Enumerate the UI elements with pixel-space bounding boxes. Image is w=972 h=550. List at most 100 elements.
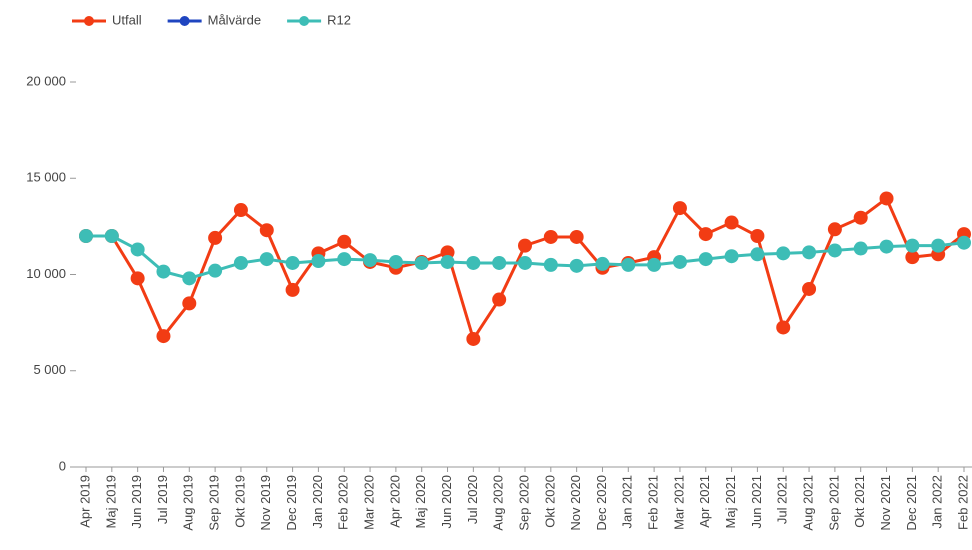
x-tick-label: Feb 2020 xyxy=(336,475,351,530)
series-point xyxy=(802,245,817,260)
series-point xyxy=(311,254,326,269)
series-point xyxy=(337,252,352,267)
legend-marker xyxy=(179,16,190,26)
series-point xyxy=(853,241,868,256)
x-tick-label: Apr 2020 xyxy=(387,475,402,528)
series-point xyxy=(182,296,197,311)
series-point xyxy=(440,245,455,260)
x-tick-label: Mar 2020 xyxy=(361,475,376,530)
series-point xyxy=(827,243,842,258)
x-tick-label: Sep 2019 xyxy=(207,475,222,531)
x-tick-label: Sep 2021 xyxy=(826,475,841,531)
series-point xyxy=(647,257,662,272)
series-point xyxy=(698,252,713,267)
y-tick-label: 5 000 xyxy=(33,362,66,377)
series-point xyxy=(518,238,532,253)
x-tick-label: Feb 2022 xyxy=(955,475,970,530)
series-point xyxy=(233,203,248,218)
x-tick-label: Mar 2021 xyxy=(671,475,686,530)
series-point xyxy=(492,292,507,307)
series-point xyxy=(466,255,481,270)
x-tick-label: Aug 2019 xyxy=(181,475,196,531)
series-point xyxy=(776,320,791,335)
series-point xyxy=(259,223,274,238)
series-point xyxy=(957,235,971,250)
x-tick-label: Nov 2020 xyxy=(568,475,583,531)
series-point xyxy=(156,329,171,344)
series-point xyxy=(853,210,868,225)
series-point xyxy=(672,254,687,269)
series-point xyxy=(182,271,197,286)
series-point xyxy=(905,250,920,265)
y-tick-label: 15 000 xyxy=(26,170,66,185)
legend-label: Utfall xyxy=(112,12,142,27)
x-tick-label: Okt 2020 xyxy=(542,475,557,528)
x-tick-label: Jan 2020 xyxy=(310,475,325,529)
series-point xyxy=(440,254,455,269)
x-tick-label: Feb 2021 xyxy=(646,475,661,530)
series-point xyxy=(750,247,765,262)
x-tick-label: Jul 2020 xyxy=(465,475,480,524)
series-point xyxy=(776,246,791,261)
series-point xyxy=(130,271,145,286)
series-point xyxy=(905,238,920,253)
series-point xyxy=(492,255,507,270)
x-tick-label: Jan 2022 xyxy=(930,475,945,529)
series-point xyxy=(672,201,687,216)
series-point xyxy=(208,263,223,278)
series-point xyxy=(79,229,93,243)
x-tick-label: Apr 2021 xyxy=(697,475,712,528)
series-point xyxy=(879,239,894,254)
series-point xyxy=(569,229,584,244)
series-point xyxy=(466,331,481,346)
series-point xyxy=(595,256,610,271)
series-point xyxy=(285,282,300,297)
series-point xyxy=(750,229,765,243)
x-tick-label: Maj 2020 xyxy=(413,475,428,528)
x-tick-label: Jun 2019 xyxy=(129,475,144,529)
x-tick-label: Okt 2019 xyxy=(232,475,247,528)
series-point xyxy=(802,281,817,296)
series-point xyxy=(156,264,171,279)
x-tick-label: Jun 2021 xyxy=(749,475,764,529)
x-tick-label: Jul 2021 xyxy=(775,475,790,524)
series-point xyxy=(724,249,739,264)
series-point xyxy=(208,230,223,245)
series-point xyxy=(569,258,584,273)
x-tick-label: Sep 2020 xyxy=(516,475,531,531)
series-point xyxy=(724,215,739,230)
x-tick-label: Apr 2019 xyxy=(77,475,92,528)
series-point xyxy=(879,191,894,206)
series-point xyxy=(931,238,946,253)
x-tick-label: Aug 2020 xyxy=(491,475,506,531)
series-point xyxy=(827,222,842,237)
x-tick-label: Jun 2020 xyxy=(439,475,454,529)
series-point xyxy=(543,257,558,272)
series-point xyxy=(233,255,248,270)
x-tick-label: Nov 2021 xyxy=(878,475,893,531)
series-point xyxy=(130,242,145,257)
series-point xyxy=(285,255,300,270)
series-point xyxy=(388,254,403,269)
y-tick-label: 0 xyxy=(59,458,66,473)
x-tick-label: Jan 2021 xyxy=(620,475,635,529)
series-point xyxy=(414,255,429,270)
x-tick-label: Nov 2019 xyxy=(258,475,273,531)
x-tick-label: Maj 2019 xyxy=(103,475,118,528)
legend-label: R12 xyxy=(327,12,351,27)
legend-marker xyxy=(299,16,310,26)
x-tick-label: Aug 2021 xyxy=(800,475,815,531)
x-tick-label: Jul 2019 xyxy=(155,475,170,524)
x-tick-label: Dec 2019 xyxy=(284,475,299,531)
y-tick-label: 10 000 xyxy=(26,266,66,281)
legend-label: Målvärde xyxy=(208,12,261,27)
x-tick-label: Okt 2021 xyxy=(852,475,867,528)
series-point xyxy=(698,227,713,242)
series-point xyxy=(363,253,378,268)
y-tick-label: 20 000 xyxy=(26,73,66,88)
x-tick-label: Dec 2020 xyxy=(594,475,609,531)
series-point xyxy=(621,257,636,272)
series-point xyxy=(518,255,532,270)
x-tick-label: Dec 2021 xyxy=(904,475,919,531)
